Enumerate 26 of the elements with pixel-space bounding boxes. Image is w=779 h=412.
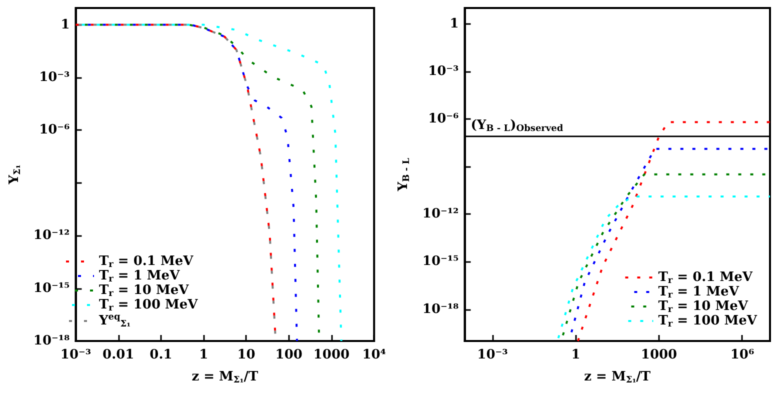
x-tick-label: 10⁴	[362, 348, 386, 362]
x-tick-label: 1000	[313, 348, 350, 362]
x-tick-label: 10⁻³	[60, 348, 92, 362]
x-tick-label: 10⁻³	[477, 348, 508, 362]
y-axis-title: YB - L	[396, 157, 412, 192]
x-tick-label: 0.01	[102, 348, 134, 362]
y-tick-label: 10⁻¹⁵	[422, 254, 460, 270]
y-tick-label: 10⁻⁶	[428, 112, 460, 126]
x-tick-label: 1000	[640, 348, 678, 362]
y-tick-label: 10⁻¹⁸	[422, 302, 460, 317]
y-tick-label: 10⁻¹²	[33, 228, 70, 244]
y-tick-label: 10⁻³	[428, 64, 460, 79]
x-tick-label: 10	[237, 348, 256, 362]
y-tick-label: 10⁻¹²	[422, 206, 459, 222]
y-tick-label: 10⁻³	[39, 70, 70, 85]
y-tick-label: 10⁻¹⁸	[33, 334, 70, 348]
y-tick-label: 1	[450, 16, 459, 32]
y-tick-label: 10⁻⁶	[39, 122, 70, 138]
x-tick-label: 1	[199, 348, 208, 362]
x-tick-label: 0.1	[150, 348, 172, 362]
x-tick-label: 10⁶	[730, 348, 754, 362]
x-tick-label: 1	[571, 348, 580, 362]
y-tick-label: 1	[60, 17, 70, 32]
y-tick-label: 10⁻¹⁵	[33, 280, 70, 296]
y-axis-title: YΣ₁	[7, 164, 23, 186]
x-tick-label: 100	[275, 348, 302, 362]
